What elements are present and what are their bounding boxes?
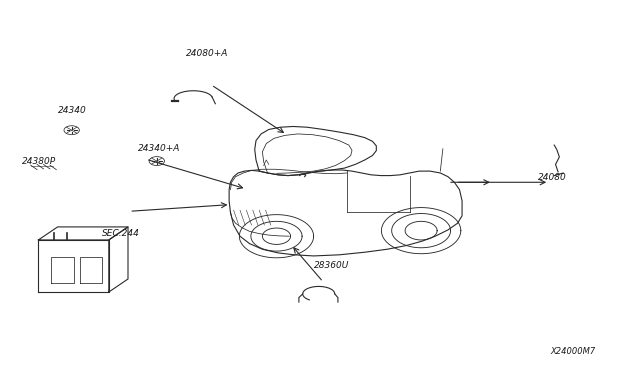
Text: 24080+A: 24080+A: [186, 49, 228, 58]
Text: X24000M7: X24000M7: [550, 347, 595, 356]
Text: 24340+A: 24340+A: [138, 144, 180, 153]
Text: SEC.244: SEC.244: [102, 229, 140, 238]
Text: 24340: 24340: [58, 106, 86, 115]
Text: 28360U: 28360U: [314, 261, 349, 270]
Text: 24080: 24080: [538, 173, 566, 182]
Text: 24380P: 24380P: [22, 157, 56, 166]
